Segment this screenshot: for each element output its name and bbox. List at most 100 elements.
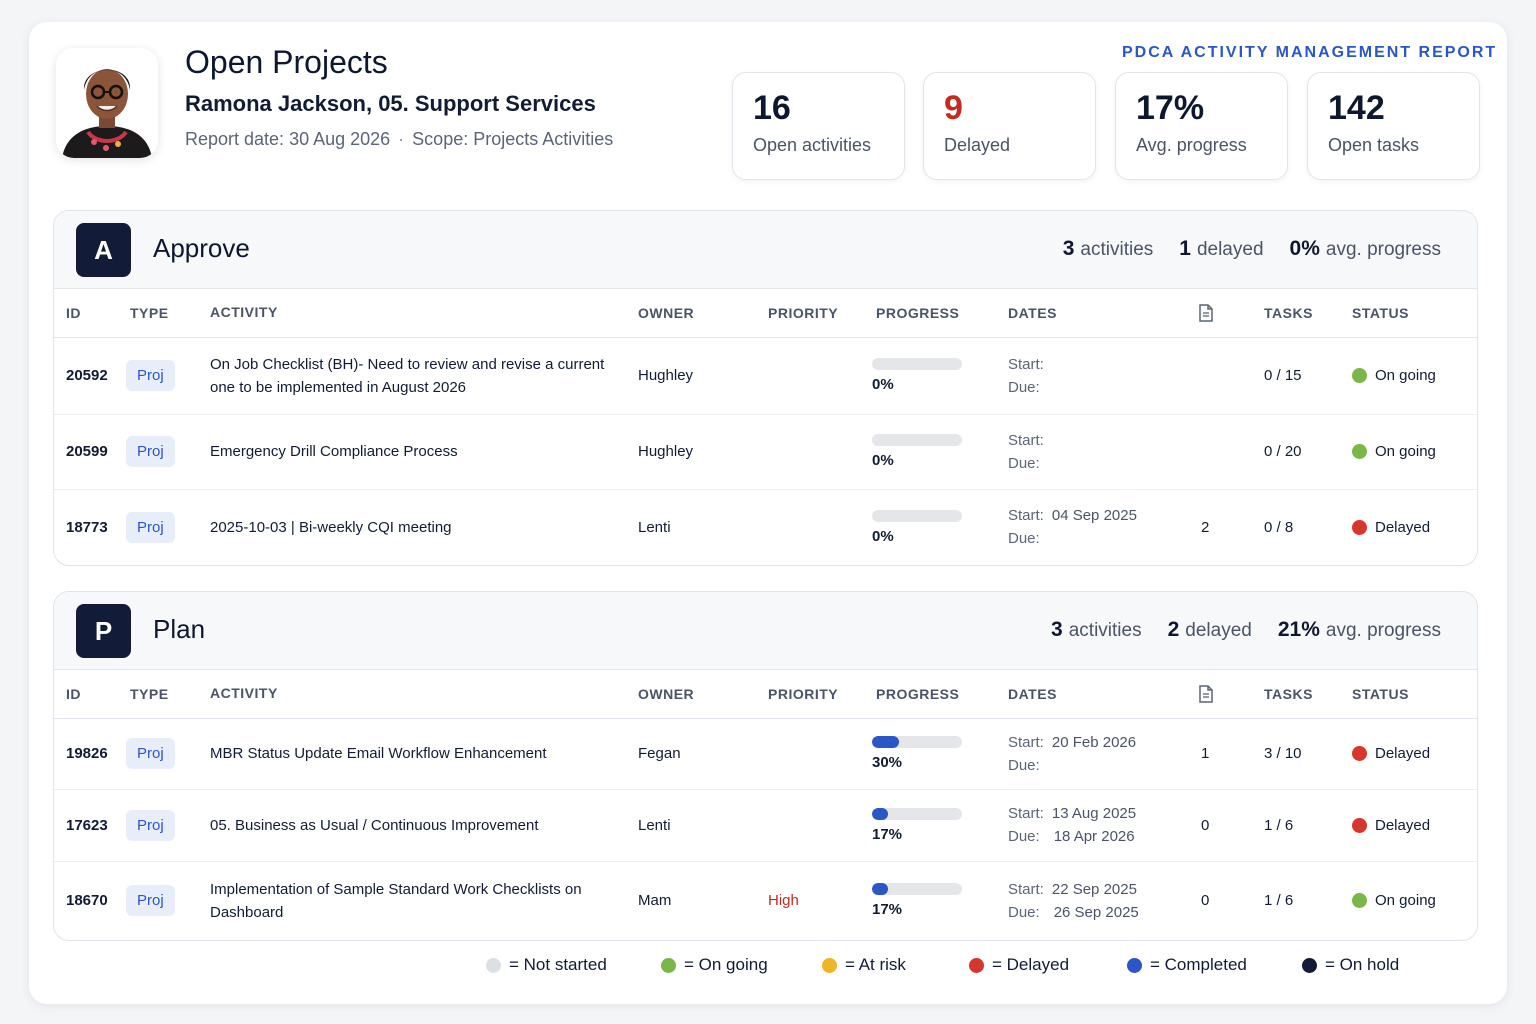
status-indicator: Delayed — [1352, 817, 1477, 834]
stat-value: 16 — [753, 89, 791, 127]
table-header-row: ID TYPE ACTIVITY OWNER PRIORITY PROGRESS DATES… — [54, 289, 1477, 338]
column-header-documents[interactable] — [1198, 670, 1264, 719]
table-row[interactable]: 20592 Proj On Job Checklist (BH)- Need t… — [54, 337, 1477, 415]
stat-label: Open tasks — [1328, 135, 1420, 155]
activity-name[interactable]: 05. Business as Usual / Continuous Impro… — [210, 789, 638, 862]
due-date: Due: — [1008, 530, 1040, 548]
column-header-tasks[interactable]: TASKS — [1264, 670, 1352, 719]
activity-name[interactable]: 2025-10-03 | Bi-weekly CQI meeting — [210, 518, 452, 536]
start-date: Start: — [1008, 355, 1044, 373]
start-date: Start: — [1008, 431, 1044, 449]
table-row[interactable]: 20599 Proj Emergency Drill Compliance Pr… — [54, 414, 1477, 490]
table-row[interactable]: 19826 Proj MBR Status Update Email Workf… — [54, 718, 1477, 790]
table-header-row: ID TYPE ACTIVITY OWNER PRIORITY PROGRESS DATES… — [54, 670, 1477, 719]
documents-count — [1198, 337, 1264, 415]
progress-bar — [872, 358, 962, 370]
section-header: A Approve 3 activities 1 delayed 0% avg. pr… — [54, 211, 1477, 289]
type-pill: Proj — [126, 809, 175, 841]
tasks-count: 0 / 15 — [1264, 337, 1352, 415]
status-dot-icon — [1352, 444, 1367, 459]
progress-label: 30% — [872, 754, 903, 771]
tasks-count: 0 / 20 — [1264, 414, 1352, 490]
section-badge: A — [76, 223, 131, 277]
document-icon — [1199, 685, 1213, 703]
progress-bar — [872, 807, 962, 820]
activity-name[interactable]: MBR Status Update Email Workflow Enhance… — [210, 718, 638, 790]
activity-owner: Lenti — [638, 518, 671, 536]
report-date: Report date: 30 Aug 2026 — [185, 129, 391, 149]
progress-label: 0% — [872, 376, 894, 393]
status-label: On going — [1375, 367, 1436, 384]
activity-name[interactable]: Implementation of Sample Standard Work C… — [210, 880, 582, 921]
column-header-documents[interactable] — [1198, 289, 1264, 338]
legend-item: = Delayed — [969, 955, 1069, 975]
documents-count: 0 — [1201, 892, 1210, 910]
column-header-progress[interactable]: PROGRESS — [876, 670, 1008, 719]
section-stats: 3 activities 1 delayed 0% avg. progress — [1063, 237, 1441, 261]
table-row[interactable]: 18773 Proj 2025-10-03 | Bi-weekly CQI me… — [54, 489, 1477, 565]
column-header-priority[interactable]: PRIORITY — [768, 289, 876, 338]
column-header-progress[interactable]: PROGRESS — [876, 289, 1008, 338]
section-header: P Plan 3 activities 2 delayed 21% avg. prog… — [54, 592, 1477, 670]
status-indicator: On going — [1352, 367, 1477, 384]
column-header-type[interactable]: TYPE — [130, 289, 210, 338]
column-header-owner[interactable]: OWNER — [638, 670, 768, 719]
due-date: Due: 18 Apr 2026 — [1008, 828, 1135, 845]
tasks-count: 1 / 6 — [1264, 892, 1294, 910]
start-date: Start: 04 Sep 2025 — [1008, 507, 1137, 525]
stat-label: Open activities — [753, 135, 872, 155]
progress-fill — [872, 883, 889, 896]
activity-name[interactable]: Emergency Drill Compliance Process — [210, 414, 638, 490]
section-activities-count: 3 activities — [1062, 237, 1154, 260]
section-delayed-count: 2 delayed — [1167, 618, 1252, 641]
column-header-id[interactable]: ID — [54, 289, 130, 338]
column-header-status[interactable]: STATUS — [1352, 289, 1477, 338]
section-avg-progress: 0% avg. progress — [1289, 237, 1441, 260]
tasks-count: 0 / 8 — [1264, 518, 1294, 536]
column-header-type[interactable]: TYPE — [130, 670, 210, 719]
progress-label: 17% — [872, 825, 903, 843]
legend-label: = On going — [684, 955, 768, 974]
activity-priority: High — [768, 892, 799, 910]
type-pill: Proj — [126, 738, 175, 769]
report-meta: Report date: 30 Aug 2026 · Scope: Projects… — [185, 129, 614, 149]
column-header-owner[interactable]: OWNER — [638, 289, 768, 338]
column-header-id[interactable]: ID — [54, 670, 130, 719]
avatar — [56, 48, 158, 158]
stat-open-tasks: 142 Open tasks — [1307, 72, 1480, 180]
activity-owner: Lenti — [638, 789, 768, 862]
status-dot-icon — [1352, 817, 1367, 833]
type-pill: Proj — [126, 511, 175, 543]
activity-owner: Hughley — [638, 414, 768, 490]
type-pill: Proj — [126, 360, 175, 391]
column-header-status[interactable]: STATUS — [1352, 670, 1477, 719]
document-icon — [1199, 304, 1213, 322]
table-row[interactable]: 17623 Proj 05. Business as Usual / Conti… — [54, 789, 1477, 862]
stat-value: 9 — [944, 89, 963, 127]
documents-count: 1 — [1198, 718, 1264, 790]
status-indicator: On going — [1352, 892, 1477, 909]
stat-delayed: 9 Delayed — [923, 72, 1096, 180]
column-header-tasks[interactable]: TASKS — [1264, 289, 1352, 338]
legend-item: = Not started — [486, 955, 607, 975]
page-title: Open Projects — [185, 44, 388, 80]
legend-item: = On hold — [1302, 955, 1399, 975]
section-title: Approve — [153, 233, 250, 263]
activity-owner: Hughley — [638, 337, 768, 415]
activity-name[interactable]: On Job Checklist (BH)- Need to review an… — [210, 337, 638, 415]
documents-count: 2 — [1201, 518, 1210, 536]
table-row[interactable]: 18670 Proj Implementation of Sample Stan… — [54, 861, 1477, 940]
status-label: Delayed — [1375, 518, 1431, 536]
column-header-priority[interactable]: PRIORITY — [768, 670, 876, 719]
status-label: On going — [1375, 443, 1436, 460]
column-header-dates[interactable]: DATES — [1008, 289, 1198, 338]
activity-id: 20599 — [54, 414, 130, 490]
progress-bar — [872, 736, 962, 748]
column-header-activity[interactable]: ACTIVITY — [210, 670, 638, 719]
user-subtitle: Ramona Jackson, 05. Support Services — [185, 91, 596, 116]
due-date: Due: — [1008, 378, 1040, 396]
column-header-dates[interactable]: DATES — [1008, 670, 1198, 719]
legend-dot-icon — [1302, 957, 1317, 973]
column-header-activity[interactable]: ACTIVITY — [210, 289, 638, 338]
tasks-count: 3 / 10 — [1264, 718, 1352, 790]
